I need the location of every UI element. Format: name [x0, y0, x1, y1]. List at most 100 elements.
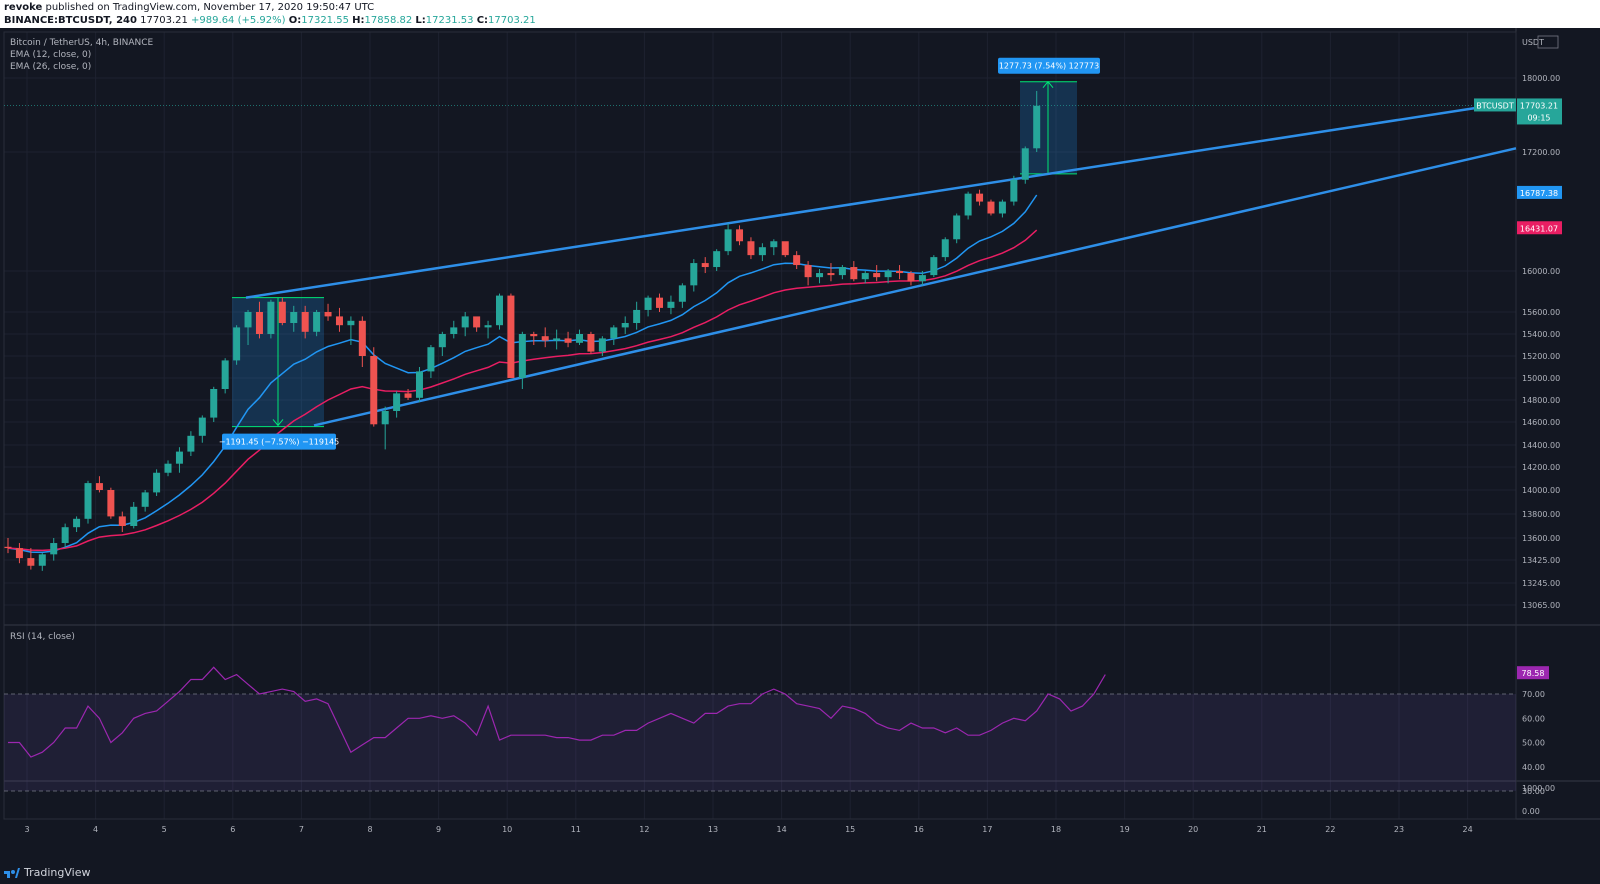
candle-body [896, 271, 904, 274]
price-tick-label: 15400.00 [1522, 330, 1560, 339]
measure-down-label-group: −1191.45 (−7.57%) −119145 [219, 433, 339, 450]
candle-body [450, 327, 458, 334]
candle-body [953, 215, 961, 240]
x-tick-label: 18 [1051, 825, 1061, 834]
rsi-band [4, 694, 1516, 791]
ema26-legend[interactable]: EMA (26, close, 0) [10, 62, 92, 72]
price-tick-label: 14200.00 [1522, 463, 1560, 472]
candle-body [793, 255, 801, 266]
candle-body [370, 356, 378, 425]
measure-up-arrowhead [1042, 80, 1054, 89]
x-tick-label: 23 [1394, 825, 1404, 834]
rsi-legend[interactable]: RSI (14, close) [10, 632, 75, 642]
candle-body [415, 371, 423, 398]
price-tick-label: 13800.00 [1522, 510, 1560, 519]
candle-body [175, 451, 183, 464]
candle-body [918, 275, 926, 282]
candle-body [941, 239, 949, 258]
candle-body [690, 263, 698, 286]
candle-body [656, 297, 664, 308]
ema12-price-tag [1517, 185, 1562, 199]
high-label: H: [352, 15, 365, 26]
x-tick-label: 17 [982, 825, 992, 834]
candle-body [427, 347, 435, 372]
candle-body [324, 312, 332, 317]
x-tick-label: 6 [230, 825, 235, 834]
candle-body [484, 325, 492, 328]
candle-body [255, 312, 263, 334]
close-label: C: [476, 15, 489, 26]
candle-body [393, 393, 401, 411]
candle-body [827, 273, 835, 276]
x-tick-label: 19 [1120, 825, 1130, 834]
last-price-symbol: BTCUSDT [1476, 101, 1514, 110]
rsi-tick-label: 30.00 [1522, 787, 1545, 796]
candle-body [153, 472, 161, 493]
candle-body [404, 393, 412, 398]
high-value: 17858.82 [364, 15, 413, 26]
x-tick-label: 21 [1257, 825, 1267, 834]
candle-body [381, 411, 389, 425]
price-change: +989.64 (+5.92%) [191, 15, 286, 26]
candle-body [461, 316, 469, 328]
low-value: 17231.53 [425, 15, 474, 26]
candle-body [95, 483, 103, 490]
candle-body [15, 548, 23, 559]
candle-body [1033, 105, 1041, 149]
tradingview-brand[interactable]: TradingView [24, 866, 91, 879]
candle-body [50, 543, 58, 555]
publisher-name[interactable]: revoke [4, 2, 43, 13]
candle-body [233, 327, 241, 361]
price-tick-label: 16000.00 [1522, 267, 1560, 276]
price-tick-label: 15000.00 [1522, 374, 1560, 383]
candle-body [816, 273, 824, 278]
candle-body [27, 558, 35, 566]
x-tick-label: 22 [1325, 825, 1335, 834]
candle-body [976, 193, 984, 202]
candle-body [210, 389, 218, 418]
candle-body [838, 267, 846, 276]
price-tick-label: 17200.00 [1522, 148, 1560, 157]
candle-body [770, 241, 778, 248]
ema12-legend[interactable]: EMA (12, close, 0) [10, 50, 92, 60]
candle-body [61, 527, 69, 544]
candle-body [804, 265, 812, 278]
candle-body [118, 516, 126, 526]
price-currency-label: USDT [1522, 38, 1544, 47]
price-tick-label: 13600.00 [1522, 534, 1560, 543]
candle-body [4, 546, 12, 549]
candle-body [301, 312, 309, 332]
x-tick-label: 4 [93, 825, 98, 834]
candle-body [964, 193, 972, 216]
rsi-tick-label: 50.00 [1522, 739, 1545, 748]
candle-body [758, 247, 766, 256]
chart-legend-title: Bitcoin / TetherUS, 4h, BINANCE [10, 38, 154, 48]
x-tick-label: 3 [24, 825, 29, 834]
rsi-tick-label: 40.00 [1522, 763, 1545, 772]
rsi-current-tag [1517, 666, 1549, 680]
ema12-price-value: 16787.38 [1520, 189, 1558, 198]
chart-canvas[interactable]: −1191.45 (−7.57%) −119145 1277.73 (7.54%)… [0, 28, 1600, 862]
measure-down-label: −1191.45 (−7.57%) −119145 [219, 438, 339, 447]
candle-body [781, 241, 789, 256]
candle-body [358, 320, 366, 356]
x-tick-label: 10 [502, 825, 512, 834]
x-tick-label: 9 [436, 825, 441, 834]
candle-body [335, 316, 343, 326]
x-tick-label: 24 [1463, 825, 1473, 834]
price-tick-label: 14600.00 [1522, 418, 1560, 427]
candle-body [576, 334, 583, 343]
x-tick-label: 8 [367, 825, 372, 834]
candle-body [130, 506, 138, 526]
candle-body [598, 338, 606, 352]
price-tick-label: 14800.00 [1522, 396, 1560, 405]
candle-body [290, 312, 298, 323]
candle-body [644, 297, 652, 310]
lower-trendline [313, 147, 1517, 427]
price-tick-label: 13425.00 [1522, 556, 1560, 565]
price-scale-settings-button[interactable] [1537, 35, 1559, 49]
candle-body [724, 229, 732, 252]
candle-body [930, 257, 938, 276]
candle-body [1021, 148, 1029, 180]
candle-body [1010, 179, 1018, 202]
